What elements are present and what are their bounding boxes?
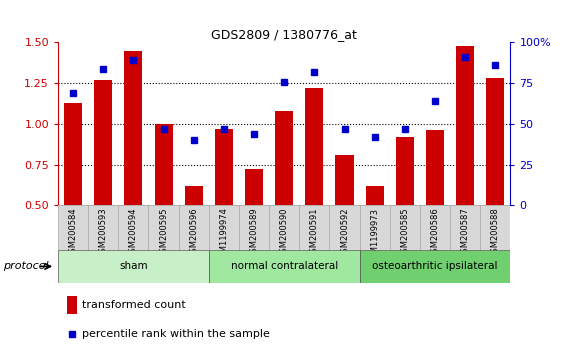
Text: GSM200584: GSM200584 xyxy=(68,207,78,258)
Bar xyxy=(184,186,203,205)
Bar xyxy=(360,205,390,250)
Bar xyxy=(209,205,239,250)
Bar xyxy=(179,205,209,250)
Text: GSM200591: GSM200591 xyxy=(310,207,319,258)
Text: GSM200595: GSM200595 xyxy=(159,207,168,258)
Bar xyxy=(245,170,263,205)
Bar xyxy=(426,130,444,205)
Bar xyxy=(335,155,354,205)
Bar xyxy=(58,250,209,283)
Text: GSM200589: GSM200589 xyxy=(249,207,259,258)
Text: GSM200596: GSM200596 xyxy=(189,207,198,258)
Text: transformed count: transformed count xyxy=(82,300,185,310)
Bar xyxy=(299,205,329,250)
Bar xyxy=(209,250,360,283)
Text: GSM1199973: GSM1199973 xyxy=(370,207,379,263)
Bar xyxy=(118,205,148,250)
Bar xyxy=(420,205,450,250)
Text: GSM200585: GSM200585 xyxy=(400,207,409,258)
Bar xyxy=(360,250,510,283)
Bar xyxy=(365,186,384,205)
Text: GSM200592: GSM200592 xyxy=(340,207,349,258)
Bar xyxy=(486,78,505,205)
Bar xyxy=(275,111,293,205)
Bar xyxy=(239,205,269,250)
Bar xyxy=(58,205,88,250)
Bar xyxy=(215,129,233,205)
Text: osteoarthritic ipsilateral: osteoarthritic ipsilateral xyxy=(372,261,498,272)
Bar xyxy=(390,205,420,250)
Bar xyxy=(88,205,118,250)
Bar xyxy=(154,124,173,205)
Bar xyxy=(329,205,360,250)
Bar xyxy=(305,88,324,205)
Text: GSM1199974: GSM1199974 xyxy=(219,207,229,263)
Text: GSM200588: GSM200588 xyxy=(491,207,500,258)
Bar xyxy=(67,296,77,314)
Bar xyxy=(269,205,299,250)
Bar xyxy=(64,103,82,205)
Text: normal contralateral: normal contralateral xyxy=(231,261,338,272)
Bar xyxy=(450,205,480,250)
Bar xyxy=(456,46,474,205)
Bar xyxy=(94,80,113,205)
Bar xyxy=(124,51,143,205)
Bar xyxy=(148,205,179,250)
Text: GSM200594: GSM200594 xyxy=(129,207,138,258)
Text: percentile rank within the sample: percentile rank within the sample xyxy=(82,329,269,339)
Text: GSM200590: GSM200590 xyxy=(280,207,289,258)
Bar xyxy=(396,137,414,205)
Text: GSM200586: GSM200586 xyxy=(430,207,440,258)
Text: sham: sham xyxy=(119,261,148,272)
Bar xyxy=(480,205,510,250)
Title: GDS2809 / 1380776_at: GDS2809 / 1380776_at xyxy=(211,28,357,41)
Text: GSM200587: GSM200587 xyxy=(461,207,470,258)
Text: GSM200593: GSM200593 xyxy=(99,207,108,258)
Text: protocol: protocol xyxy=(3,261,49,272)
